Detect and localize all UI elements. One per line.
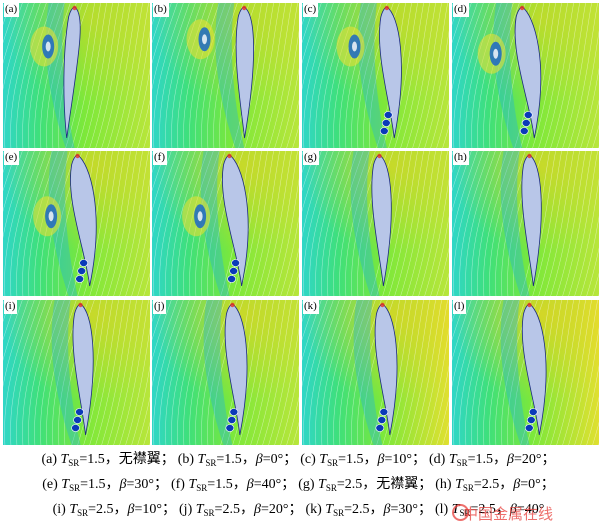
caption-line: (a) TSR=1.5，无襟翼； (b) TSR=1.5，β=0°； (c) TSR… [0,451,600,469]
flow-panel-i: (i) [3,300,150,445]
flow-field-image [452,3,599,148]
flow-field-image [152,300,299,445]
panel-label: (k) [303,300,319,314]
panel-label: (i) [4,300,18,314]
flow-field-image [152,3,299,148]
caption-item: (d) TSR=1.5，β=20°； [429,452,556,468]
caption-item: (g) TSR=2.5，无襟翼； [298,477,433,493]
caption-item: (e) TSR=1.5，β=30°； [42,477,168,493]
panel-label: (e) [4,151,20,165]
caption-item: (f) TSR=1.5，β=40°； [170,477,296,493]
flow-panel-e: (e) [3,151,150,296]
flow-panel-j: (j) [152,300,299,445]
panel-label: (g) [303,151,319,165]
flow-panel-l: (l) [452,300,599,445]
flow-field-image [452,300,599,445]
flow-field-image [3,300,150,445]
flow-panel-h: (h) [452,151,599,296]
caption-item: (b) TSR=1.5，β=0°； [177,452,298,468]
flow-panel-c: (c) [302,3,449,148]
flow-field-image [452,151,599,296]
panel-label: (b) [153,3,169,17]
panel-label: (f) [153,151,167,165]
watermark-logo-icon [452,504,469,521]
flow-field-image [3,3,150,148]
flow-field-image [302,300,449,445]
panel-label: (c) [303,3,319,17]
caption-item: (a) TSR=1.5，无襟翼； [41,452,175,468]
flow-panel-d: (d) [452,3,599,148]
panel-label: (j) [153,300,167,314]
panel-label: (h) [453,151,469,165]
flow-panel-f: (f) [152,151,299,296]
caption-item: (i) TSR=2.5，β=10°； [52,502,177,518]
caption-item: (k) TSR=2.5，β=30°； [305,502,432,518]
flow-panel-b: (b) [152,3,299,148]
caption-line: (e) TSR=1.5，β=30°； (f) TSR=1.5，β=40°； (g) … [0,476,600,494]
flow-field-image [302,3,449,148]
flow-field-image [302,151,449,296]
panel-label: (a) [4,3,20,17]
flow-field-image [152,151,299,296]
caption-line: (i) TSR=2.5，β=10°； (j) TSR=2.5，β=20°； (k) … [0,501,600,519]
watermark-text: 中国金属在线 [463,505,554,523]
flow-field-image [3,151,150,296]
flow-panel-g: (g) [302,151,449,296]
panel-label: (l) [453,300,467,314]
panel-label: (d) [453,3,469,17]
caption-item: (j) TSR=2.5，β=20°； [179,502,303,518]
caption-item: (c) TSR=1.5，β=10°； [300,452,426,468]
flow-panel-k: (k) [302,300,449,445]
flow-panel-a: (a) [3,3,150,148]
caption-item: (h) TSR=2.5，β=0°； [435,477,555,493]
